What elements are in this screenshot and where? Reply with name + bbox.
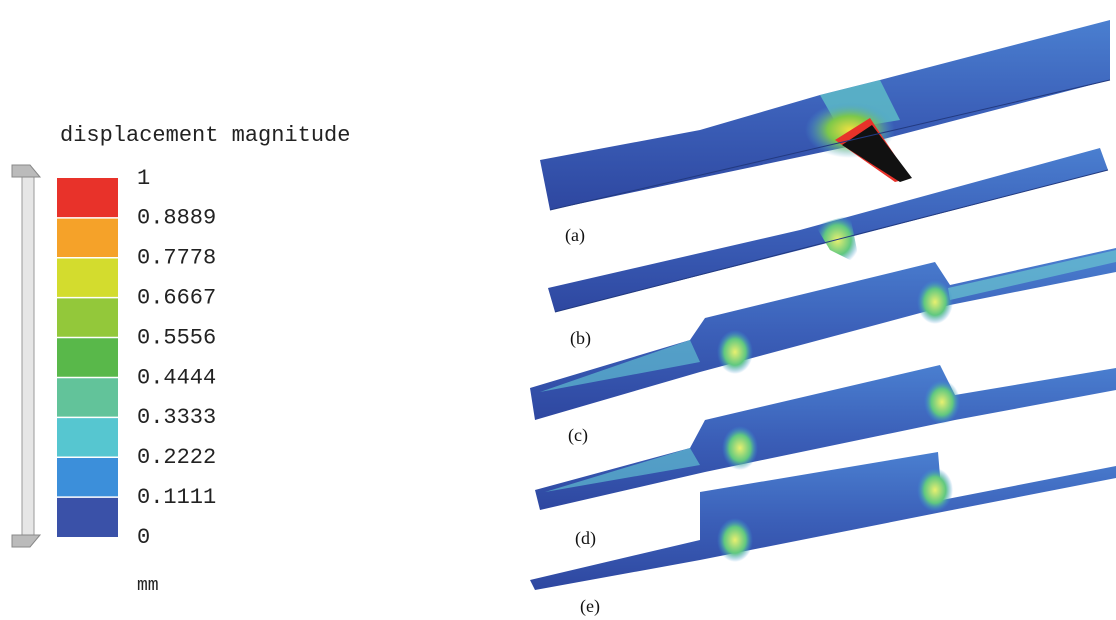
color-band [57,258,118,298]
panel-label: (a) [565,225,585,246]
panel-label: (e) [580,596,600,617]
color-band [57,497,118,537]
slider-handle [12,165,40,177]
color-band [57,178,118,218]
slider-track [22,172,34,540]
color-band [57,218,118,258]
panel-label: (d) [575,528,596,549]
color-band [57,298,118,338]
color-band [57,338,118,378]
tick-label: 0.6667 [137,285,216,310]
tick-label: 0.3333 [137,405,216,430]
tick-label: 0.4444 [137,365,216,390]
color-band [57,417,118,457]
tick-label: 0.8889 [137,206,216,231]
slider-handle [12,535,40,547]
tick-label: 0.7778 [137,246,216,271]
color-band [57,377,118,417]
tick-label: 0.2222 [137,445,216,470]
panel-label: (c) [568,425,588,446]
tick-label: 0.5556 [137,325,216,350]
page: {"chart_data": {"type": "colorbar", "tit… [0,0,1116,620]
figure: displacement magnitude mm (a) ( [0,0,1116,620]
tick-label: 0 [137,525,150,550]
tick-label: 0.1111 [137,485,216,510]
slider [12,165,40,547]
color-band [57,457,118,497]
colorbar [57,178,118,537]
unit-label: mm [137,576,159,596]
panel-label: (b) [570,328,591,349]
tick-label: 1 [137,166,150,191]
legend-title: displacement magnitude [60,123,350,148]
